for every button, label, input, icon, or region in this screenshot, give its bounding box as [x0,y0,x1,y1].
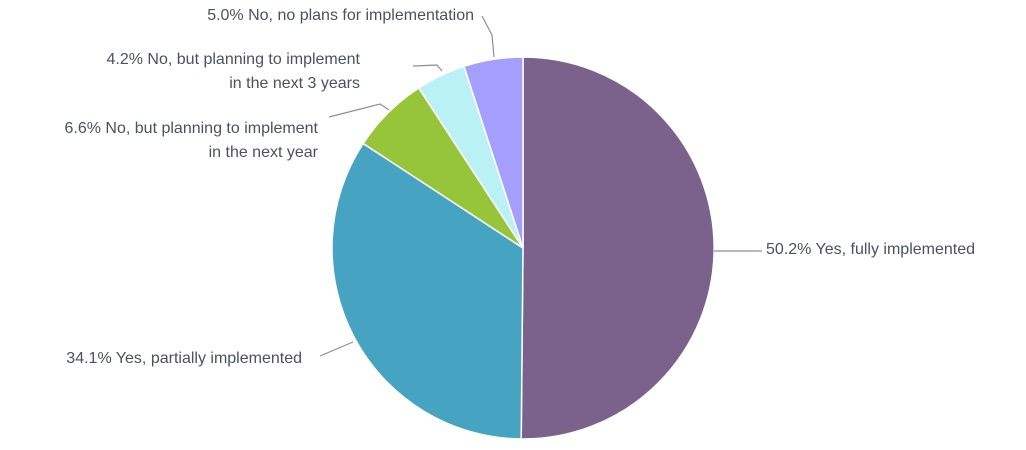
slice-label-line: 5.0% No, no plans for implementation [207,7,474,24]
leader-line-5 [481,15,495,58]
labels-layer: 50.2% Yes, fully implemented 34.1% Yes, p… [65,7,976,367]
slice-label-line: in the next 3 years [229,75,360,92]
slice-label-line: 34.1% Yes, partially implemented [66,350,302,367]
slice-label-line: in the next year [209,144,319,161]
slice-label-line: 4.2% No, but planning to implement [107,51,361,68]
slice-label-2: 34.1% Yes, partially implemented [66,350,302,367]
slice-label-4: 4.2% No, but planning to implement in the… [107,51,361,92]
pie-slice-1[interactable] [520,56,715,440]
slice-label-line: 6.6% No, but planning to implement [65,120,319,137]
pie-slice-5[interactable] [463,56,524,249]
slice-label-1: 50.2% Yes, fully implemented [766,241,975,258]
slices-layer [331,56,715,440]
slice-label-5: 5.0% No, no plans for implementation [207,7,474,24]
leader-lines-layer [319,15,762,357]
leader-line-4 [412,64,443,72]
slice-label-3: 6.6% No, but planning to implement in the… [65,120,319,161]
leader-line-3 [328,103,390,118]
leader-line-2 [319,341,354,357]
slice-label-line: 50.2% Yes, fully implemented [766,241,975,258]
